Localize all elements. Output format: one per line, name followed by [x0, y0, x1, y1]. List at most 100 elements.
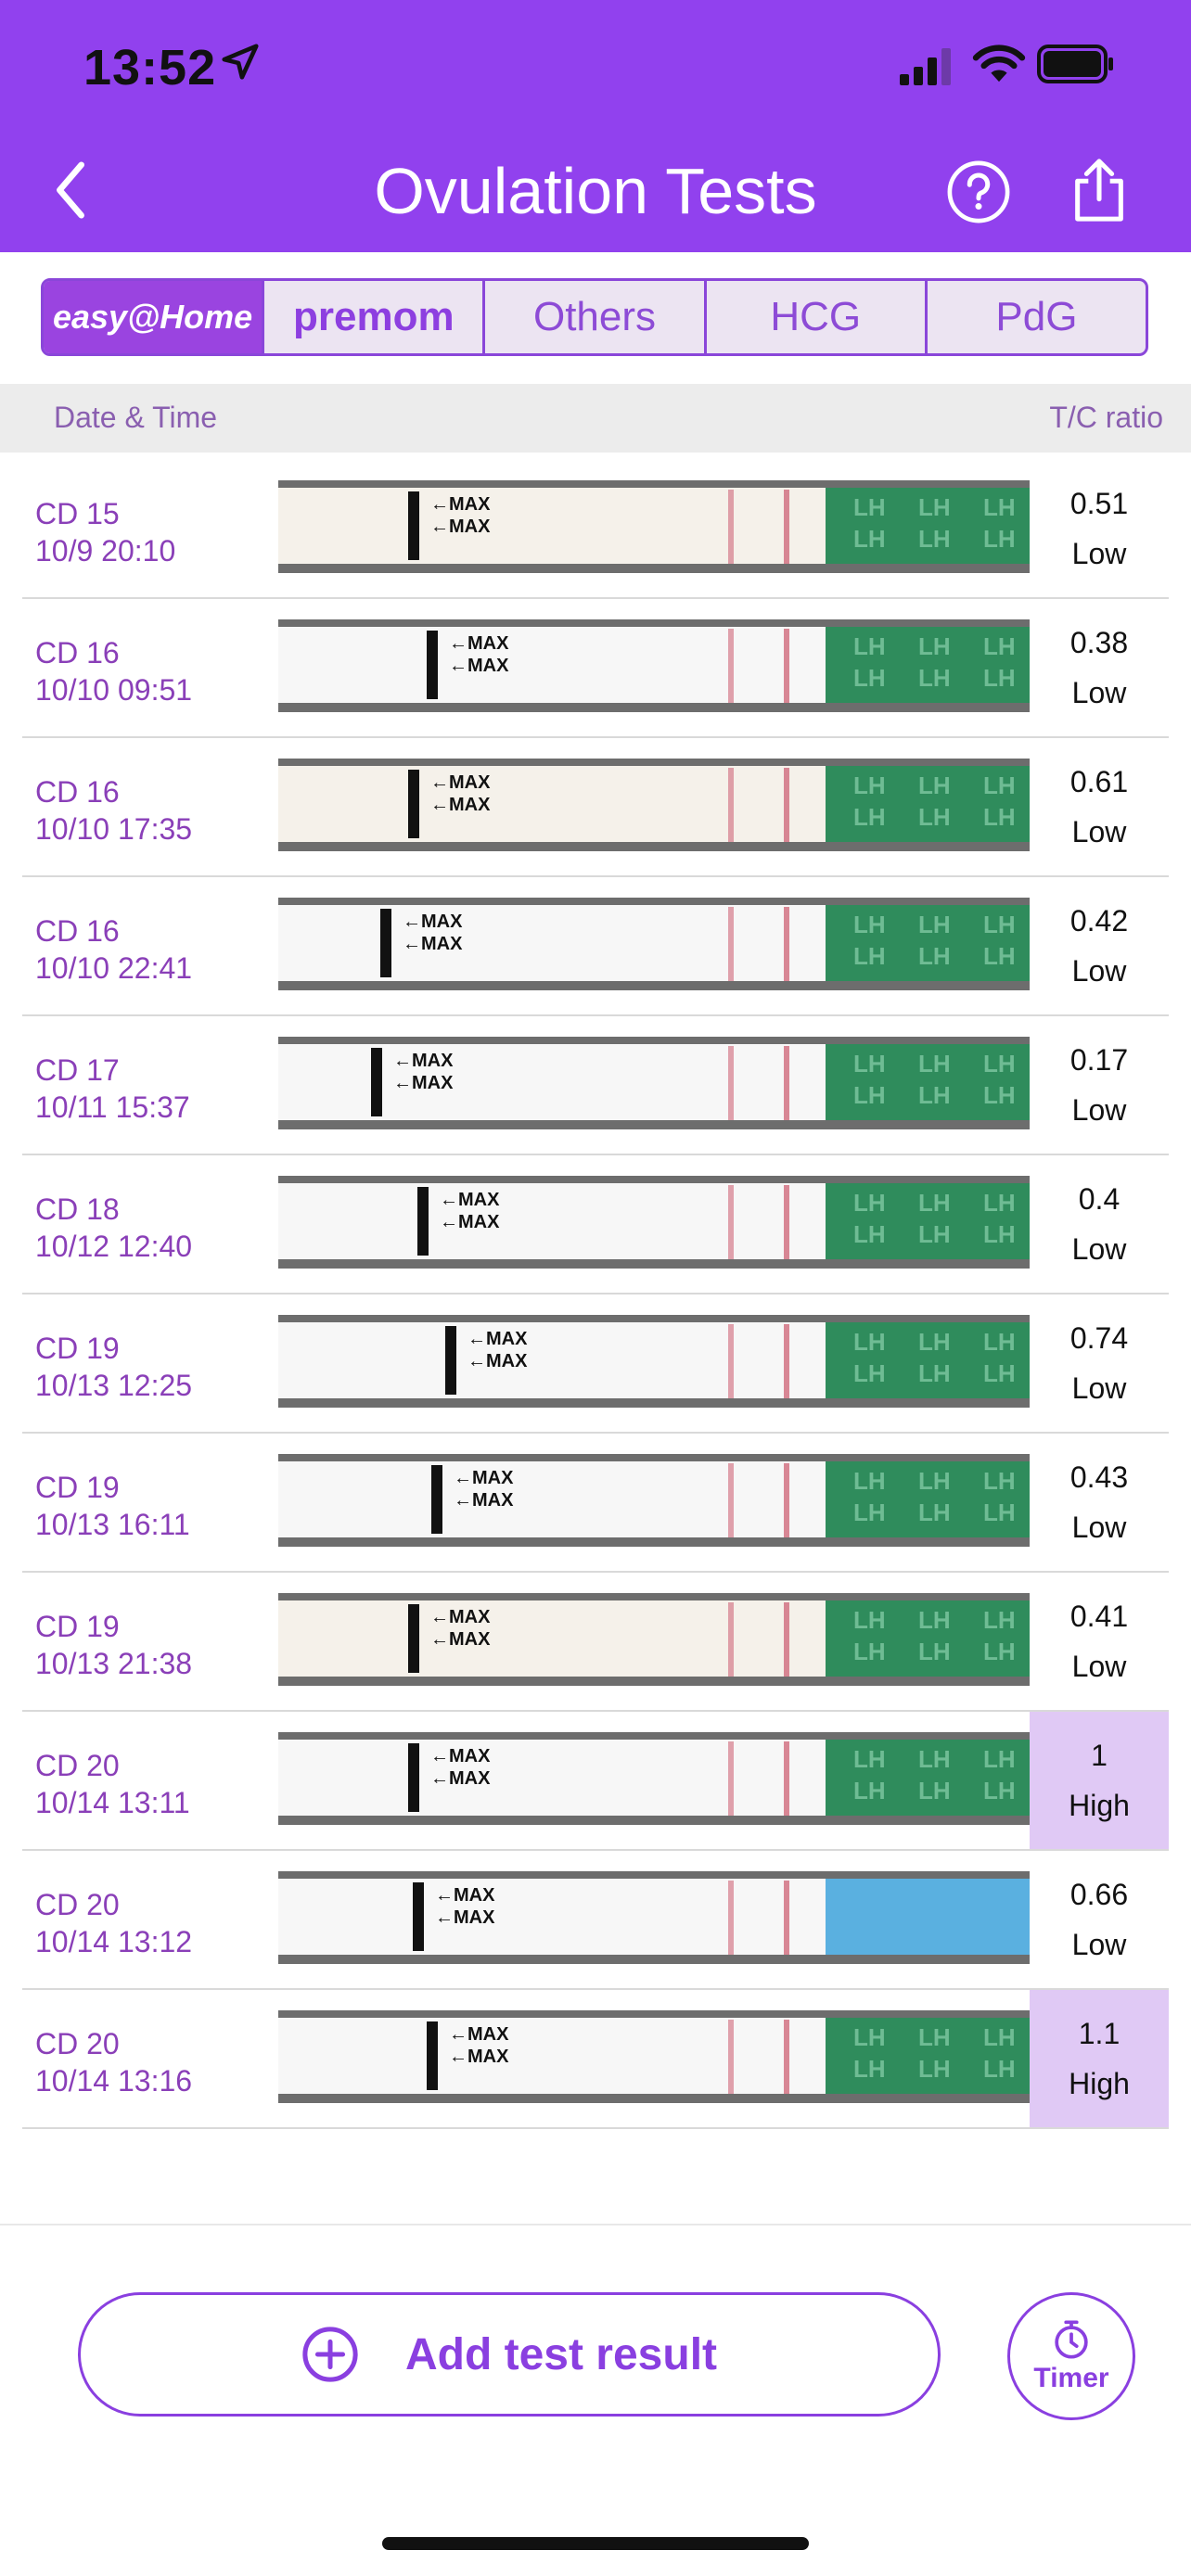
tc-ratio-cell: 0.61 Low [1030, 738, 1169, 875]
test-strip-image: ←MAX←MAX LH LH LH LH LH LH [278, 619, 1030, 712]
test-result-row[interactable]: CD 15 10/9 20:10 ←MAX ←MAX LH LH LH LH LH LH 0.51 L… [22, 460, 1169, 599]
test-result-row[interactable]: CD 20 10/14 13:16 ←MAX ←MAX LH LH LH LH LH LH 1.1 H… [22, 1990, 1169, 2129]
svg-text:LH: LH [918, 525, 951, 553]
stopwatch-icon [1055, 2320, 1088, 2359]
svg-text:LH: LH [918, 664, 951, 692]
tc-ratio-cell: 0.41 Low [1030, 1573, 1169, 1710]
svg-text:LH: LH [983, 2023, 1016, 2051]
row-date-time: CD 16 10/10 22:41 [35, 912, 192, 987]
lh-level: Low [1071, 815, 1127, 848]
svg-text:LH: LH [853, 1328, 886, 1356]
test-datetime: 10/14 13:12 [35, 1925, 193, 1958]
svg-text:←MAX: ←MAX [430, 795, 491, 815]
test-datetime: 10/11 15:37 [35, 1090, 190, 1124]
tc-ratio-value: 0.17 [1069, 1043, 1129, 1077]
wifi-icon [972, 45, 1026, 83]
svg-text:LH: LH [918, 942, 951, 970]
row-date-time: CD 20 10/14 13:11 [35, 1747, 190, 1821]
cycle-day: CD 16 [35, 914, 120, 948]
test-results-list: CD 15 10/9 20:10 ←MAX ←MAX LH LH LH LH LH LH 0.51 L… [0, 460, 1191, 2129]
test-result-row[interactable]: CD 19 10/13 21:38 ←MAX ←MAX LH LH LH LH LH LH 0.41… [22, 1573, 1169, 1712]
tc-ratio-cell: 0.43 Low [1030, 1434, 1169, 1571]
timer-button[interactable]: Timer [1007, 2292, 1135, 2420]
lh-level: Low [1071, 537, 1127, 570]
add-test-result-button[interactable]: Add test result [78, 2292, 941, 2417]
svg-text:←MAX: ←MAX [403, 934, 463, 954]
svg-text:←MAX: ←MAX [449, 633, 509, 654]
svg-text:←MAX: ←MAX [440, 1212, 500, 1232]
back-button[interactable] [48, 158, 93, 223]
svg-text:LH: LH [918, 1081, 951, 1109]
tab-easy-at-home[interactable]: easy@Home [44, 281, 265, 353]
test-datetime: 10/13 16:11 [35, 1508, 190, 1541]
test-result-row[interactable]: CD 19 10/13 12:25 ←MAX ←MAX LH LH LH LH LH LH 0.74… [22, 1294, 1169, 1434]
test-datetime: 10/10 09:51 [35, 673, 193, 707]
test-datetime: 10/14 13:16 [35, 2064, 193, 2098]
tc-ratio-value: 0.38 [1069, 626, 1129, 659]
svg-text:LH: LH [918, 1220, 951, 1248]
svg-text:LH: LH [853, 1606, 886, 1634]
row-date-time: CD 18 10/12 12:40 [35, 1191, 192, 1265]
row-date-time: CD 16 10/10 17:35 [35, 773, 192, 848]
help-button[interactable] [946, 159, 1011, 224]
svg-text:←MAX: ←MAX [467, 1329, 528, 1349]
lh-level: Low [1071, 954, 1127, 988]
test-result-row[interactable]: CD 16 10/10 22:41 ←MAX ←MAX LH LH LH LH LH LH 0.42… [22, 877, 1169, 1016]
svg-text:LH: LH [983, 1189, 1016, 1217]
lh-level: High [1069, 1789, 1130, 1822]
svg-text:LH: LH [918, 1050, 951, 1078]
tab-label: HCG [770, 294, 862, 339]
test-result-row[interactable]: CD 16 10/10 17:35 ←MAX ←MAX LH LH LH LH LH LH 0.61… [22, 738, 1169, 877]
tc-ratio-value: 0.41 [1069, 1600, 1129, 1633]
svg-text:LH: LH [853, 493, 886, 521]
test-result-row[interactable]: CD 17 10/11 15:37 ←MAX ←MAX LH LH LH LH LH LH 0.17… [22, 1016, 1169, 1155]
svg-text:LH: LH [918, 632, 951, 660]
bottom-divider [0, 2224, 1191, 2225]
svg-text:←MAX: ←MAX [467, 1351, 528, 1371]
test-result-row[interactable]: CD 20 10/14 13:11 ←MAX ←MAX LH LH LH LH LH LH 1 Hig… [22, 1712, 1169, 1851]
svg-text:LH: LH [853, 1498, 886, 1526]
test-datetime: 10/9 20:10 [35, 534, 176, 567]
svg-text:←MAX: ←MAX [454, 1490, 514, 1511]
svg-text:←MAX: ←MAX [430, 494, 491, 515]
tab-pdg[interactable]: PdG [928, 281, 1146, 353]
svg-text:←MAX: ←MAX [430, 772, 491, 793]
test-result-row[interactable]: CD 18 10/12 12:40 ←MAX ←MAX LH LH LH LH LH LH 0.4 L… [22, 1155, 1169, 1294]
svg-text:LH: LH [918, 493, 951, 521]
test-strip-image: ←MAX←MAX LH LH LH LH LH LH [278, 1454, 1030, 1547]
test-result-row[interactable]: CD 19 10/13 16:11 ←MAX ←MAX LH LH LH LH LH LH 0.43… [22, 1434, 1169, 1573]
tab-others[interactable]: Others [485, 281, 707, 353]
cycle-day: CD 15 [35, 497, 120, 530]
tc-ratio-cell: 0.38 Low [1030, 599, 1169, 736]
test-strip-image: ←MAX←MAX [278, 1871, 1030, 1964]
svg-text:LH: LH [853, 1220, 886, 1248]
lh-level: Low [1071, 1650, 1127, 1683]
row-date-time: CD 20 10/14 13:12 [35, 1886, 192, 1960]
tab-hcg[interactable]: HCG [707, 281, 928, 353]
tab-label: Others [532, 294, 657, 339]
tc-ratio-cell: 0.66 Low [1030, 1851, 1169, 1988]
cycle-day: CD 20 [35, 1749, 120, 1782]
svg-text:←MAX: ←MAX [430, 1746, 491, 1766]
svg-text:LH: LH [983, 1220, 1016, 1248]
test-result-row[interactable]: CD 16 10/10 09:51 ←MAX ←MAX LH LH LH LH LH LH 0.38… [22, 599, 1169, 738]
plus-circle-icon [302, 2327, 358, 2382]
svg-text:←MAX: ←MAX [440, 1190, 500, 1210]
svg-text:LH: LH [918, 911, 951, 938]
row-date-time: CD 19 10/13 16:11 [35, 1469, 190, 1543]
svg-text:LH: LH [918, 1359, 951, 1387]
test-datetime: 10/10 22:41 [35, 951, 193, 985]
tc-ratio-value: 0.66 [1069, 1878, 1129, 1911]
test-result-row[interactable]: CD 20 10/14 13:12 ←MAX ←MAX 0.66 Low [22, 1851, 1169, 1990]
svg-text:LH: LH [983, 1498, 1016, 1526]
share-button[interactable] [1067, 156, 1132, 224]
svg-text:LH: LH [983, 1359, 1016, 1387]
svg-text:LH: LH [853, 1638, 886, 1665]
test-strip-image: ←MAX←MAX LH LH LH LH LH LH [278, 480, 1030, 573]
svg-text:LH: LH [983, 1745, 1016, 1773]
tab-premom[interactable]: premom [264, 281, 486, 353]
column-tc-ratio: T/C ratio [1049, 401, 1163, 434]
page-title: Ovulation Tests [374, 155, 817, 227]
test-strip-image: ←MAX←MAX LH LH LH LH LH LH [278, 2010, 1030, 2103]
svg-text:←MAX: ←MAX [393, 1073, 454, 1093]
